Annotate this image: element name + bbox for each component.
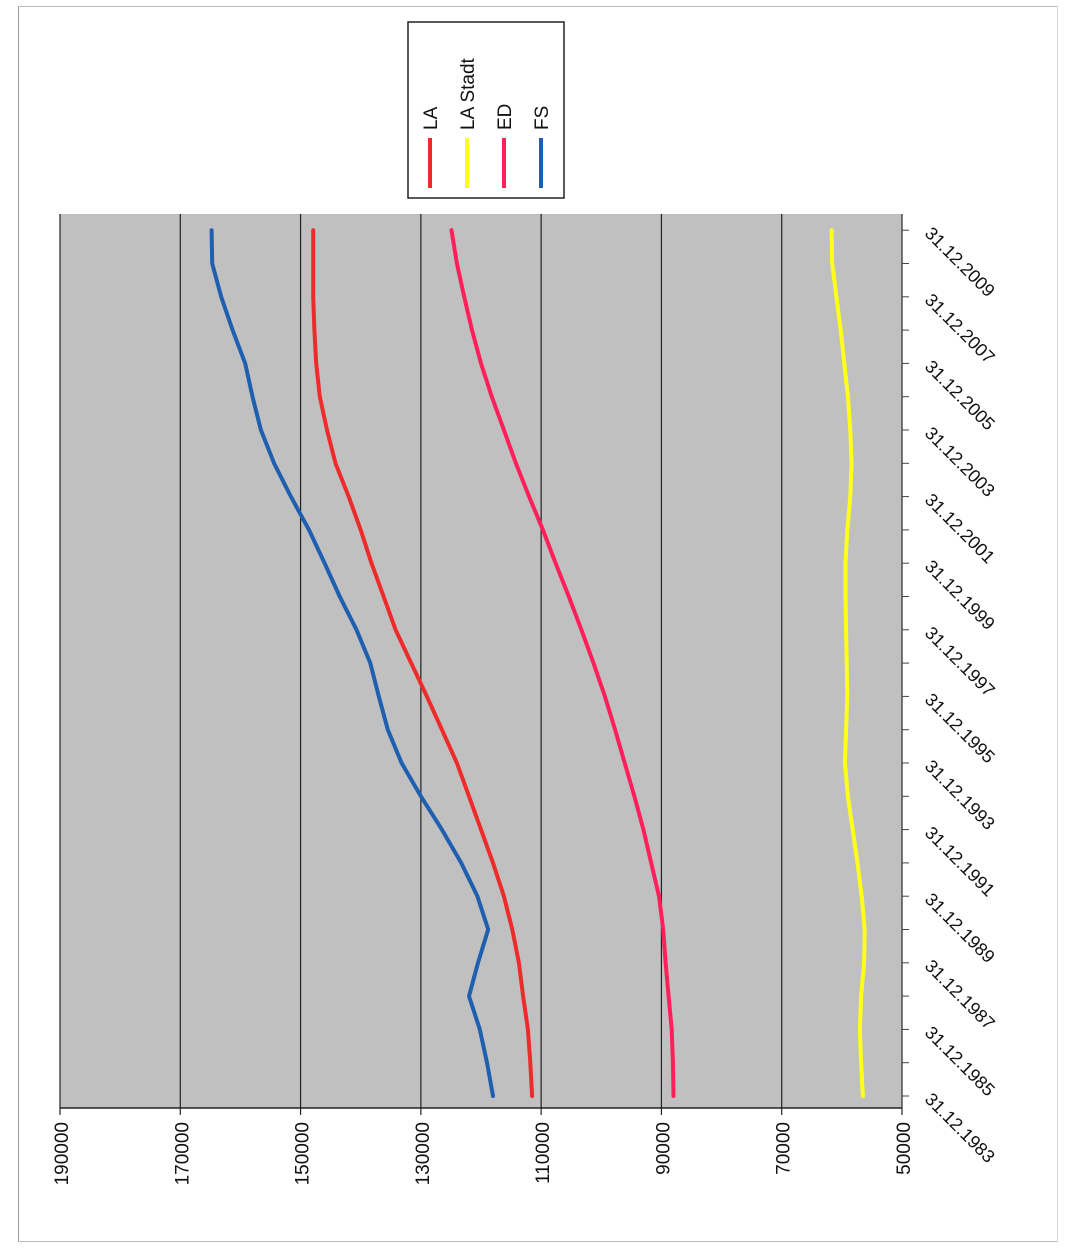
date-tick-label: 31.12.1993 xyxy=(921,756,999,834)
date-tick-label: 31.12.1997 xyxy=(921,623,999,701)
date-tick-label: 31.12.2003 xyxy=(921,423,999,501)
series-line-la-stadt xyxy=(829,228,867,1098)
date-tick-label: 31.12.2005 xyxy=(921,356,999,434)
legend: LA LA Stadt ED FS xyxy=(407,21,565,199)
date-tick-label: 31.12.1999 xyxy=(921,556,999,634)
plot-area xyxy=(60,214,902,1108)
legend-label: ED xyxy=(495,104,516,130)
series-lines xyxy=(209,228,867,1098)
series-line-fs xyxy=(209,228,495,1098)
date-tick-label: 31.12.2009 xyxy=(921,223,999,301)
date-tick-label: 31.12.1983 xyxy=(921,1089,999,1167)
value-tick-label: 190000 xyxy=(52,1122,73,1185)
legend-label: LA Stadt xyxy=(458,57,479,130)
value-tick-label: 170000 xyxy=(172,1122,193,1185)
value-tick-label: 110000 xyxy=(533,1122,554,1184)
date-tick-label: 31.12.1985 xyxy=(921,1022,999,1100)
date-tick-label: 31.12.1989 xyxy=(921,889,999,967)
date-tick-label: 31.12.1995 xyxy=(921,689,999,767)
axes xyxy=(59,214,909,1115)
value-tick-label: 150000 xyxy=(293,1122,314,1185)
value-tick-label: 90000 xyxy=(653,1122,674,1175)
date-tick-label: 31.12.2001 xyxy=(921,490,999,568)
series-line-ed xyxy=(449,228,676,1098)
date-tick-label: 31.12.1991 xyxy=(921,823,999,901)
page-frame xyxy=(18,6,1058,1242)
value-tick-label: 50000 xyxy=(894,1122,915,1175)
value-tick-label: 130000 xyxy=(413,1122,434,1185)
date-tick-label: 31.12.2007 xyxy=(921,290,999,368)
series-line-la xyxy=(311,228,535,1098)
value-tick-label: 70000 xyxy=(774,1122,795,1175)
legend-label: LA xyxy=(421,106,442,130)
date-tick-label: 31.12.1987 xyxy=(921,956,999,1034)
legend-label: FS xyxy=(532,106,553,130)
legend-box xyxy=(407,21,565,199)
